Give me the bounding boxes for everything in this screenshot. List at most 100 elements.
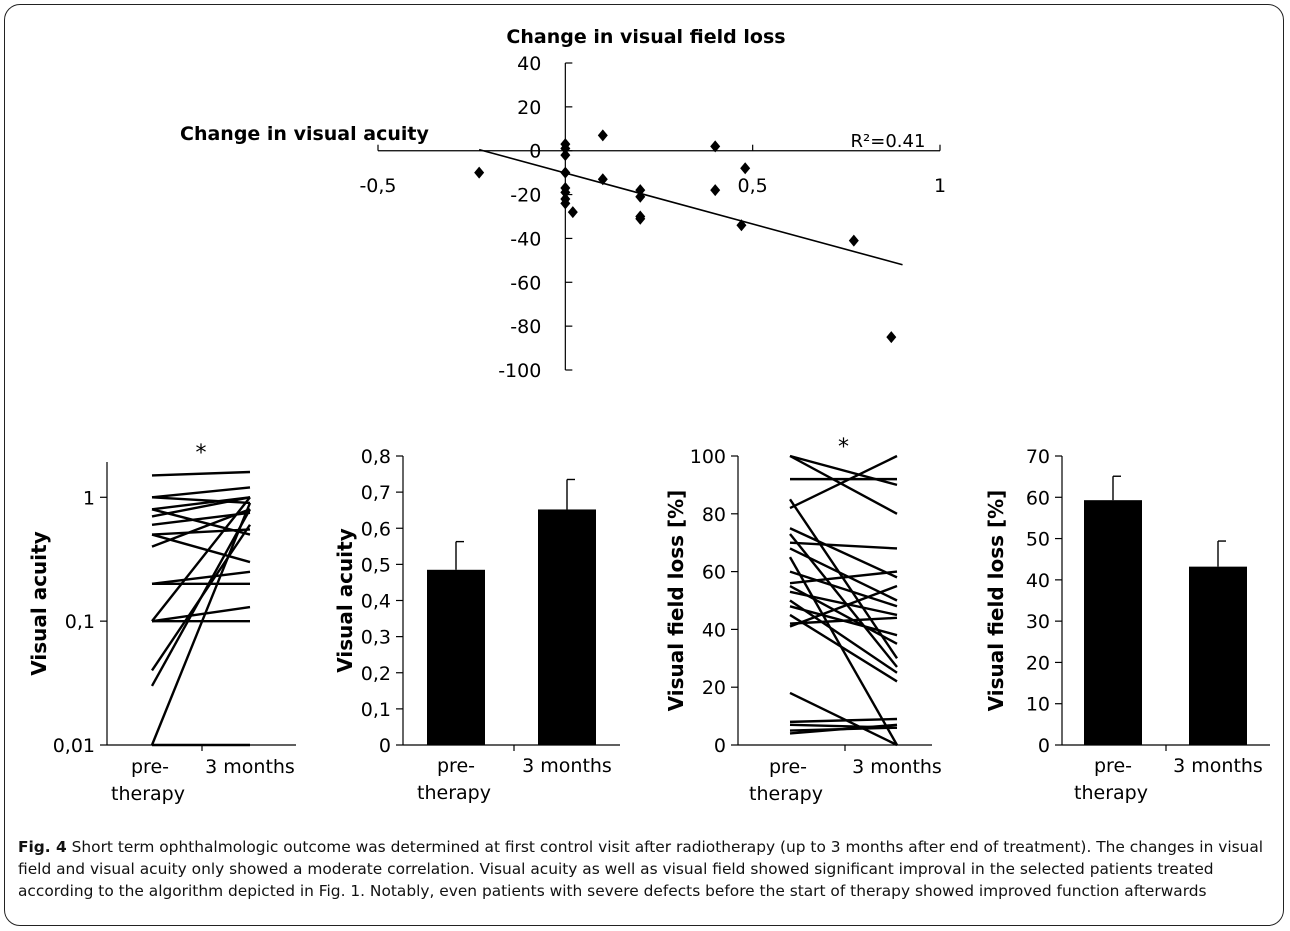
panel2-x-cat-label: pre- xyxy=(437,755,475,777)
scatter-point xyxy=(567,206,578,219)
panel1-patient-line xyxy=(151,496,251,518)
panel4-y-tick-label: 50 xyxy=(1026,529,1050,551)
panel3-patient-line xyxy=(789,616,898,625)
panel2-y-label: Visual acuity xyxy=(333,528,357,672)
scatter-y-tick-label: 40 xyxy=(517,53,541,75)
panel3-y-tick-label: 20 xyxy=(702,677,726,699)
figure-frame xyxy=(4,4,1284,926)
panel3-patient-line xyxy=(788,556,899,746)
panel3-patient-line xyxy=(789,454,898,487)
scatter-point xyxy=(597,129,608,142)
scatter-y-tick-label: -40 xyxy=(510,228,541,250)
panel2-y-tick-label: 0,3 xyxy=(361,627,391,649)
scatter-point xyxy=(635,212,646,225)
scatter-point xyxy=(635,190,646,203)
panel2-y-tick-label: 0,5 xyxy=(361,554,391,576)
panel3-patient-line xyxy=(789,498,898,659)
scatter-point xyxy=(635,184,646,197)
panel3-patient-line xyxy=(789,570,898,585)
panel3-x-cat-label: 3 months xyxy=(852,756,942,778)
panel4-y-tick-label: 70 xyxy=(1026,446,1050,468)
scatter-point xyxy=(560,142,571,155)
scatter-point xyxy=(597,173,608,186)
scatter-point xyxy=(474,166,485,179)
panel3-y-tick-label: 0 xyxy=(714,735,726,757)
panel3-x-cat-label: therapy xyxy=(749,783,823,805)
panel4-bar xyxy=(1189,566,1247,745)
caption-label: Fig. 4 xyxy=(18,838,67,856)
scatter-y-tick-label: 0 xyxy=(529,141,541,163)
panel1-patient-line xyxy=(150,502,252,746)
scatter-title: Change in visual field loss xyxy=(506,26,785,48)
panel1-patient-line xyxy=(151,508,251,548)
panel1-y-tick-label: 0,01 xyxy=(53,735,95,757)
panel2-y-tick-label: 0,6 xyxy=(361,518,391,540)
panel2-y-tick-label: 0 xyxy=(379,735,391,757)
panel4-x-cat-label: pre- xyxy=(1094,755,1132,777)
scatter-y-tick-label: -100 xyxy=(498,360,541,382)
scatter-y-tick-label: -20 xyxy=(510,185,541,207)
panel4-x-cat-label: 3 months xyxy=(1173,755,1263,777)
panel1-significance-star: * xyxy=(196,441,207,466)
panel3-y-tick-label: 100 xyxy=(690,446,726,468)
panel3-patient-line xyxy=(789,599,898,674)
panel4-y-tick-label: 20 xyxy=(1026,652,1050,674)
scatter-y-tick-label: 20 xyxy=(517,97,541,119)
panel1-patient-line xyxy=(151,570,251,586)
panel1-patient-line xyxy=(151,496,251,505)
panel4-y-tick-label: 0 xyxy=(1038,735,1050,757)
panel3-patient-line xyxy=(789,723,898,735)
panel1-x-cat-label: pre- xyxy=(131,756,169,778)
panel1-x-cat-label: therapy xyxy=(111,783,185,805)
panel3-patient-line xyxy=(789,691,898,747)
scatter-y-tick-label: -60 xyxy=(510,272,541,294)
panel2-x-cat-label: 3 months xyxy=(522,755,612,777)
panel4-y-tick-label: 10 xyxy=(1026,694,1050,716)
panel1-patient-line xyxy=(150,508,252,687)
panel3-patient-line xyxy=(789,717,898,724)
panel2-y-tick-label: 0,2 xyxy=(361,663,391,685)
panel3-y-tick-label: 80 xyxy=(702,504,726,526)
scatter-point xyxy=(560,186,571,199)
panel2-bar xyxy=(538,509,596,745)
panel3-patient-line xyxy=(789,527,898,579)
scatter-x-label: Change in visual acuity xyxy=(180,123,429,145)
panel3-patient-line xyxy=(789,613,898,683)
scatter-point xyxy=(736,219,747,232)
scatter-point xyxy=(560,149,571,162)
panel2-y-tick-label: 0,7 xyxy=(361,482,391,504)
panel4-bar xyxy=(1084,500,1142,745)
panel4-y-tick-label: 30 xyxy=(1026,611,1050,633)
panel2-bar xyxy=(427,569,485,745)
scatter-point xyxy=(710,184,721,197)
scatter-point xyxy=(560,197,571,210)
panel3-significance-star: * xyxy=(838,435,849,460)
panel1-y-tick-label: 1 xyxy=(83,487,95,509)
panel3-patient-line xyxy=(789,454,898,510)
scatter-y-tick-label: -80 xyxy=(510,316,541,338)
figure-caption: Fig. 4 Short term ophthalmologic outcome… xyxy=(18,836,1270,902)
scatter-trendline xyxy=(478,148,903,266)
caption-text: Short term ophthalmologic outcome was de… xyxy=(18,838,1264,900)
panel4-x-cat-label: therapy xyxy=(1074,782,1148,804)
panel3-y-tick-label: 40 xyxy=(702,619,726,641)
panel1-patient-line xyxy=(151,470,251,477)
scatter-point xyxy=(740,162,751,175)
panel3-patient-line xyxy=(789,454,898,515)
scatter-x-tick-label: -0,5 xyxy=(359,175,396,197)
panel1-y-tick-label: 0,1 xyxy=(65,611,95,633)
scatter-point xyxy=(848,234,859,247)
panel1-patient-line xyxy=(151,605,251,623)
panel1-patient-line xyxy=(151,528,251,536)
panel3-patient-line xyxy=(789,590,898,617)
scatter-point xyxy=(560,166,571,179)
panel3-y-tick-label: 60 xyxy=(702,562,726,584)
scatter-x-tick-label: 1 xyxy=(934,175,946,197)
scatter-point xyxy=(710,140,721,153)
panel1-y-label: Visual acuity xyxy=(27,531,51,675)
panel2-y-tick-label: 0,4 xyxy=(361,591,391,613)
panel2-x-cat-label: therapy xyxy=(417,782,491,804)
panel3-patient-line xyxy=(789,584,898,628)
panel3-patient-line xyxy=(789,541,898,550)
